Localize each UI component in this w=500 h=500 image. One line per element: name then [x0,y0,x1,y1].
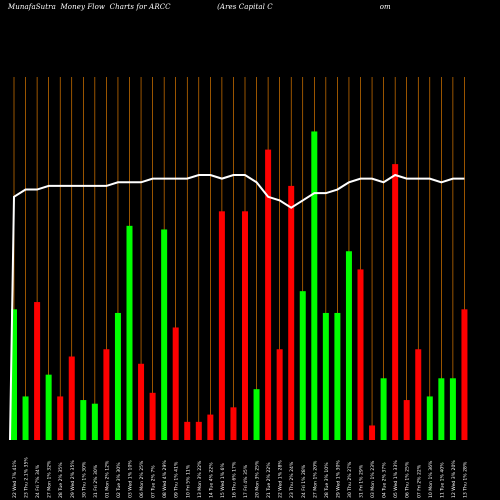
x-tick-label: 30 Thu 1% 30% [81,461,87,498]
x-tick-label: 27 Mon 1% 32% [47,460,53,498]
x-tick-label: 31 Fri 2% 30% [93,464,99,498]
x-tick-label: 31 Fri 1% 29% [359,464,365,498]
x-tick-label: 13 Mon 3% 22% [197,460,203,498]
bar [345,251,352,440]
bar [438,378,445,440]
bar [161,229,168,440]
x-tick-labels: 22 Wed 7% 41% 23 Thu 2.1% 35% 24 Fri 7% 34… [12,457,468,498]
bar [57,396,64,440]
x-tick-label: 04 Tue 2% 37% [382,462,388,498]
bar [369,425,376,440]
x-tick-label: 27 Mon 1% 20% [312,460,318,498]
x-tick-label: 29 Wed 2% 35% [70,460,76,498]
bar [299,291,306,440]
x-tick-label: 10 Mon 1% 36% [428,460,434,498]
bar [126,225,133,440]
bar [242,211,248,440]
bar [138,363,145,440]
x-tick-label: 23 Thu 2.1% 35% [24,457,30,498]
x-tick-label: 29 Wed 1% 30% [335,460,341,498]
x-tick-label: 24 Fri 1% 28% [301,464,307,498]
bar [230,407,237,440]
bar [403,400,410,440]
x-tick-label: 13 Thu 1% 28% [462,461,468,498]
bar [149,392,156,440]
bar [45,374,52,440]
bar [172,327,179,440]
x-tick-label: 16 Thu 6% 17% [231,461,237,498]
x-tick-label: 21 Tue 2% 22% [266,462,272,498]
bar [449,378,456,440]
x-tick-label: 12 Wed 3% 20% [451,460,457,498]
x-tick-label: 22 Wed 7% 41% [12,460,18,498]
bar [34,302,41,440]
x-tick-label: 28 Tue 2% 35% [58,462,64,498]
x-tick-label: 02 Tue 3% 30% [116,462,122,498]
bar [22,396,29,440]
x-tick-label: 01 Mon 2% 12% [104,460,110,498]
money-flow-series-line [9,173,465,441]
x-tick-label: 23 Thu 2% 24% [289,461,295,498]
x-tick-label: 30 Thu 2% 27% [347,461,353,498]
bar [195,421,202,440]
bar [426,396,433,440]
bar [91,403,98,440]
x-tick-label: 03 Mon 1% 23% [370,460,376,498]
x-tick-label: 10 Fri 5% 11% [185,464,191,498]
bar [288,185,295,440]
bar [103,349,110,440]
x-tick-label: 17 Fri 4% 35% [243,464,249,498]
x-tick-label: 20 Mon 3% 25% [255,460,261,498]
bar [184,421,191,440]
bar [11,309,17,440]
x-tick-label: 07 Fri 2% 22% [416,464,422,498]
x-tick-label: 22 Wed 1% 28% [278,460,284,498]
x-tick-label: 24 Fri 7% 34% [35,464,41,498]
bar [68,356,75,440]
bars [11,131,468,440]
x-tick-label: 03 Wed 1% 10% [128,460,134,498]
x-tick-label: 06 Mon 2% 25% [139,460,145,498]
bar [415,349,422,440]
bar [253,389,260,440]
money-flow-line [9,173,465,441]
x-tick-label: 09 Thu 1% 41% [174,461,180,498]
bar [207,414,214,440]
x-tick-label: 06 Thu 1% 25% [405,461,411,498]
bar [334,312,341,440]
x-tick-label: 05 Wed 1% 33% [393,460,399,498]
bar [80,400,87,440]
bar [218,211,225,440]
x-tick-label: 08 Wed 4% 29% [162,460,168,498]
chart-title: MunafaSutra Money Flow Charts for ARCC (… [8,3,391,11]
x-tick-label: 28 Tue 3% 10% [324,462,330,498]
bar [114,312,121,440]
bar [276,349,283,440]
bar [392,164,399,440]
bar [311,131,318,440]
x-tick-label: 11 Tue 1% 40% [439,462,445,498]
x-tick-label: 07 Tue 2% 7% [151,465,157,498]
x-tick-label: 14 Tue 4% 22% [208,462,214,498]
bar [322,312,329,440]
bar [357,269,364,440]
bar [380,378,387,440]
bar [461,309,468,440]
bar [265,149,272,440]
x-tick-label: 15 Wed 1% 6% [220,463,226,498]
